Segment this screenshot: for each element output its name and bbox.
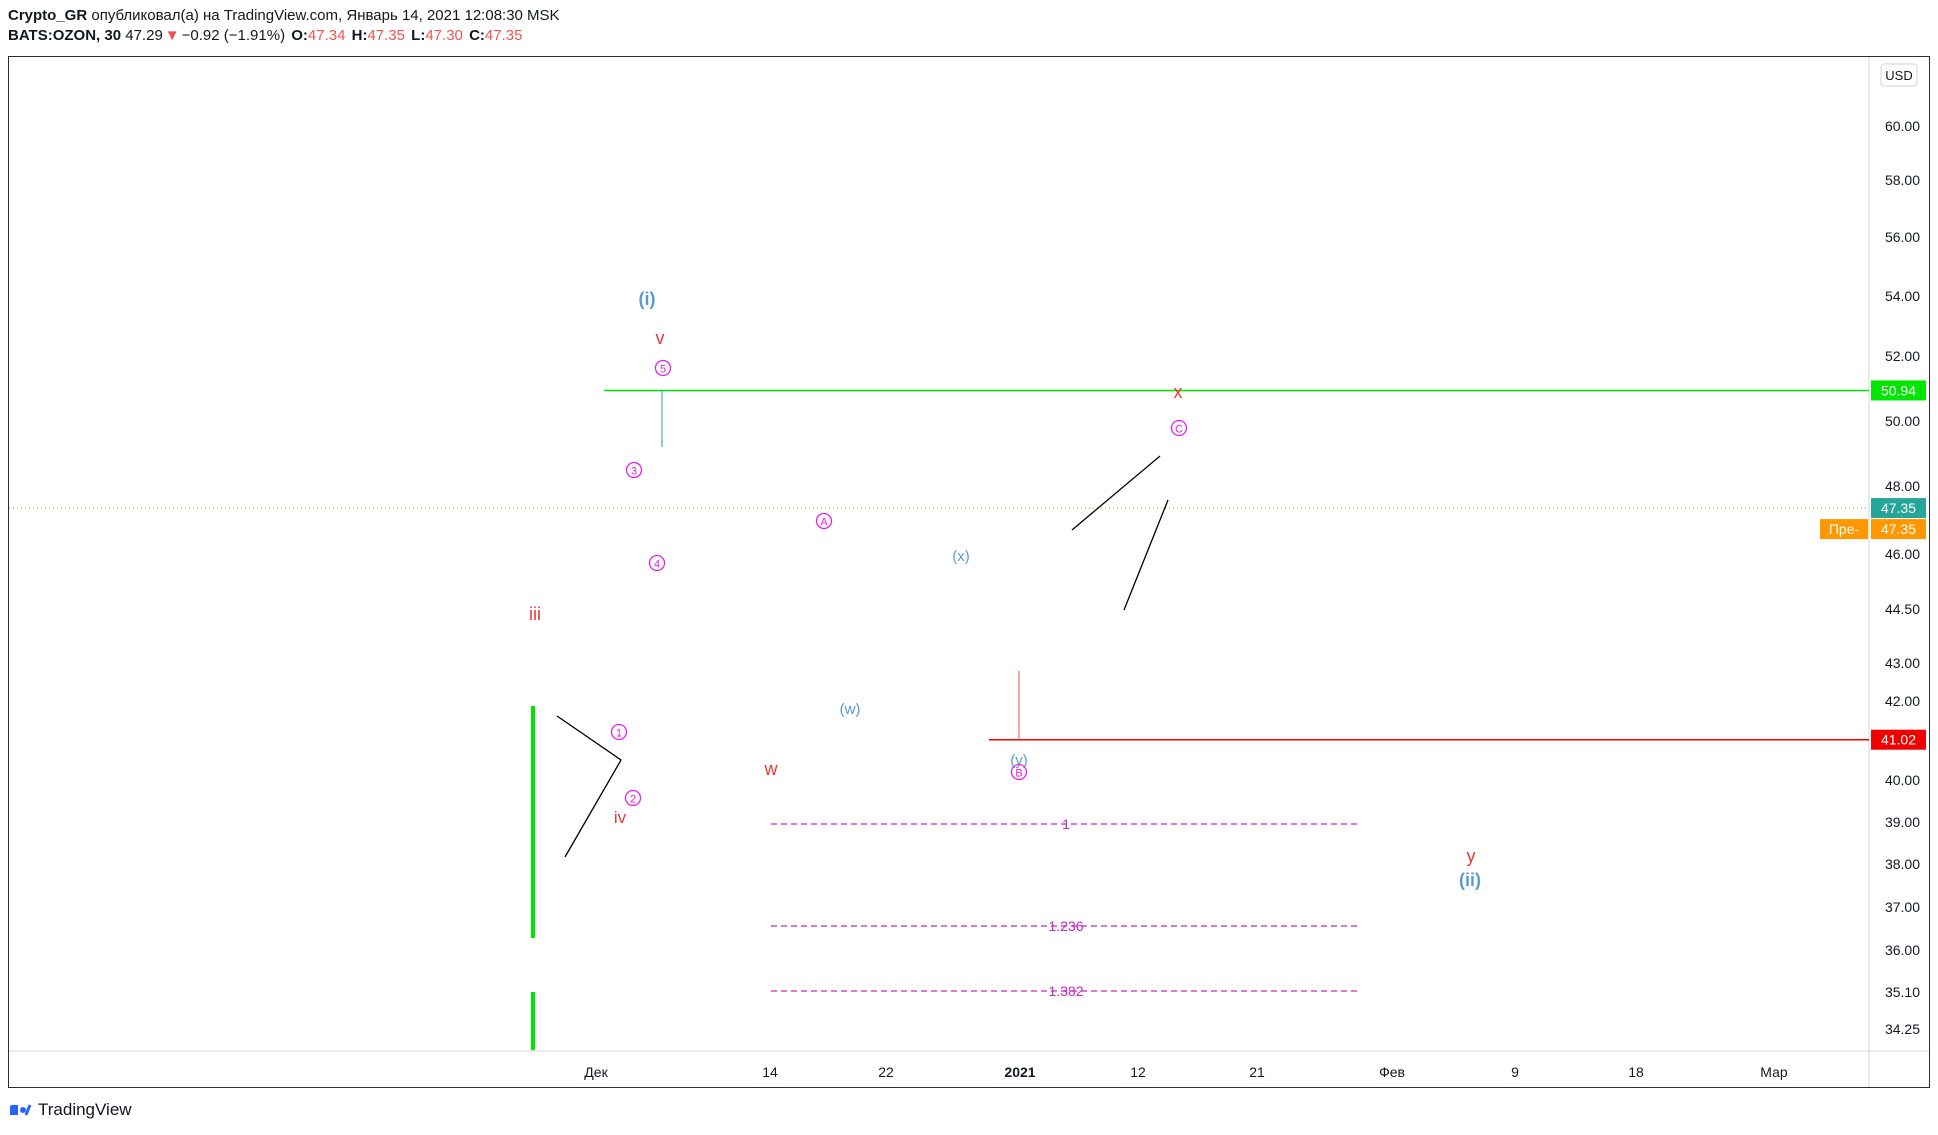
svg-text:Пре-: Пре-	[1829, 521, 1860, 537]
last-price: 47.29	[125, 27, 163, 44]
price-tick-label: 39.00	[1885, 814, 1920, 830]
price-tick-label: 37.00	[1885, 899, 1920, 915]
wave-circle-4[interactable]: 4	[648, 554, 666, 572]
wave-label-w[interactable]: w	[764, 759, 779, 779]
price-tick-label: 40.00	[1885, 772, 1920, 788]
svg-text:A: A	[820, 517, 828, 529]
time-tick-label: 14	[762, 1064, 778, 1080]
time-tick-label: 2021	[1004, 1064, 1035, 1080]
svg-text:B: B	[1015, 768, 1022, 780]
price-tick-label: 44.50	[1885, 601, 1920, 617]
last-price-badge: 47.35	[1871, 498, 1926, 519]
wave-label-w-blue[interactable]: (w)	[840, 701, 861, 718]
high-value: 47.35	[367, 27, 405, 44]
svg-text:2: 2	[630, 794, 636, 806]
wave-label-i-blue[interactable]: (i)	[639, 289, 656, 309]
price-tick-label: 43.00	[1885, 655, 1920, 671]
svg-text:47.35: 47.35	[1881, 521, 1916, 537]
price-tick-label: 56.00	[1885, 229, 1920, 245]
wave-label-y[interactable]: y	[1467, 846, 1476, 866]
wave-label-iii[interactable]: iii	[529, 604, 541, 624]
wave-circle-5[interactable]: 5	[654, 359, 672, 377]
footer: TradingView	[8, 1100, 132, 1120]
chart-header: Crypto_GR опубликовал(а) на TradingView.…	[8, 6, 560, 46]
fib-level-label: 1.236	[1048, 918, 1083, 934]
wave-circle-A[interactable]: A	[815, 512, 833, 530]
price-tick-label: 36.00	[1885, 942, 1920, 958]
open-value: 47.34	[307, 27, 346, 44]
wave-label-y-blue[interactable]: (y)	[1010, 752, 1028, 769]
time-tick-label: Дек	[584, 1064, 608, 1080]
support-price-badge: 41.02	[1871, 729, 1926, 750]
wave-label-ii-blue[interactable]: (ii)	[1459, 870, 1481, 890]
svg-text:1: 1	[616, 728, 622, 740]
svg-text:41.02: 41.02	[1881, 732, 1916, 748]
price-tick-label: 54.00	[1885, 288, 1920, 304]
svg-text:5: 5	[660, 364, 666, 376]
time-tick-label: 9	[1511, 1064, 1519, 1080]
open-label: O:	[291, 27, 308, 44]
high-label: H:	[351, 27, 368, 44]
premarket-price-badge: 47.35	[1871, 519, 1926, 540]
price-tick-label: 42.00	[1885, 693, 1920, 709]
svg-text:50.94: 50.94	[1881, 382, 1916, 398]
svg-text:C: C	[1175, 424, 1183, 436]
premarket-label-badge: Пре-	[1820, 519, 1868, 540]
low-label: L:	[411, 27, 426, 44]
chart-frame[interactable]	[8, 56, 1930, 1088]
wave-circle-3[interactable]: 3	[625, 461, 643, 479]
svg-text:4: 4	[654, 559, 660, 571]
wave-circle-1[interactable]: 1	[610, 723, 628, 741]
wave-label-x-blue[interactable]: (x)	[952, 548, 970, 565]
wave-label-iv[interactable]: iv	[614, 808, 627, 827]
symbol-label[interactable]: BATS:OZON, 30	[8, 27, 122, 44]
author-name[interactable]: Crypto_GR	[8, 7, 88, 24]
price-tick-label: 60.00	[1885, 118, 1920, 134]
triangle-pattern-drawing[interactable]	[556, 715, 622, 858]
price-tick-label: 46.00	[1885, 546, 1920, 562]
price-tick-label: 48.00	[1885, 478, 1920, 494]
currency-button[interactable]: USD	[1880, 63, 1918, 87]
down-arrow-icon: ▼	[164, 27, 180, 44]
wave-circle-B[interactable]: B	[1010, 763, 1028, 781]
time-tick-label: 22	[878, 1064, 894, 1080]
tradingview-brand[interactable]: TradingView	[38, 1100, 132, 1119]
wedge-upper-line[interactable]	[1071, 455, 1161, 531]
time-tick-label: Мар	[1760, 1064, 1788, 1080]
time-tick-label: Фев	[1379, 1064, 1405, 1080]
wave-circle-C[interactable]: C	[1170, 419, 1188, 437]
ohlc-line: BATS:OZON, 30 47.29 ▼ −0.92 (−1.91%) O:47.…	[8, 26, 560, 46]
price-tick-label: 38.00	[1885, 856, 1920, 872]
wave-label-v[interactable]: v	[656, 328, 665, 348]
low-value: 47.30	[425, 27, 463, 44]
price-tick-label: 50.00	[1885, 413, 1920, 429]
time-tick-label: 21	[1249, 1064, 1265, 1080]
price-tick-label: 52.00	[1885, 348, 1920, 364]
price-change: −0.92 (−1.91%)	[181, 27, 286, 44]
fib-level-label: 1.382	[1048, 983, 1083, 999]
svg-text:3: 3	[631, 466, 637, 478]
tradingview-logo-icon	[10, 1104, 32, 1116]
price-tick-label: 58.00	[1885, 172, 1920, 188]
close-value: 47.35	[484, 27, 523, 44]
resistance-price-badge: 50.94	[1871, 380, 1926, 401]
close-label: C:	[469, 27, 485, 44]
time-tick-label: 12	[1130, 1064, 1146, 1080]
publish-line: Crypto_GR опубликовал(а) на TradingView.…	[8, 6, 560, 26]
wedge-lower-line[interactable]	[1123, 499, 1169, 611]
time-tick-label: 18	[1628, 1064, 1644, 1080]
svg-text:47.35: 47.35	[1881, 500, 1916, 516]
wave-circle-2[interactable]: 2	[624, 789, 642, 807]
price-tick-label: 35.10	[1885, 984, 1920, 1000]
fib-level-label: 1	[1062, 816, 1070, 832]
wave-label-x[interactable]: x	[1174, 382, 1183, 402]
publish-info: опубликовал(а) на TradingView.com, Январ…	[87, 7, 560, 24]
price-tick-label: 34.25	[1885, 1021, 1920, 1037]
currency-label: USD	[1885, 68, 1912, 83]
